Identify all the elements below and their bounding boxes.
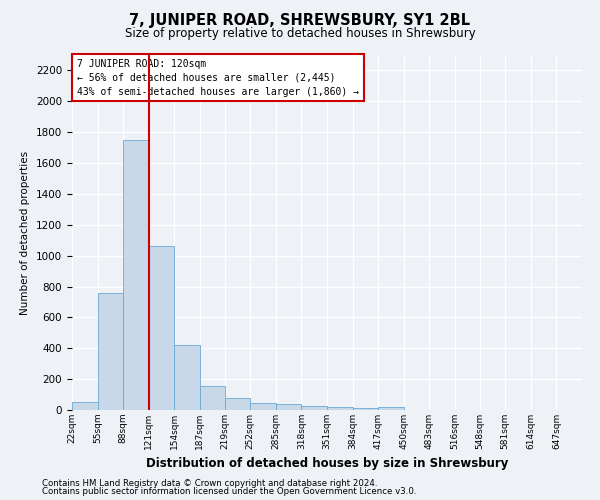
X-axis label: Distribution of detached houses by size in Shrewsbury: Distribution of detached houses by size … xyxy=(146,458,508,470)
Bar xyxy=(250,403,276,410)
Bar xyxy=(123,140,149,410)
Y-axis label: Number of detached properties: Number of detached properties xyxy=(20,150,31,314)
Text: 7, JUNIPER ROAD, SHREWSBURY, SY1 2BL: 7, JUNIPER ROAD, SHREWSBURY, SY1 2BL xyxy=(130,12,470,28)
Bar xyxy=(175,345,200,410)
Bar xyxy=(327,407,353,410)
Text: Size of property relative to detached houses in Shrewsbury: Size of property relative to detached ho… xyxy=(125,28,475,40)
Text: 7 JUNIPER ROAD: 120sqm
← 56% of detached houses are smaller (2,445)
43% of semi-: 7 JUNIPER ROAD: 120sqm ← 56% of detached… xyxy=(77,58,359,96)
Bar xyxy=(301,406,327,410)
Text: Contains public sector information licensed under the Open Government Licence v3: Contains public sector information licen… xyxy=(42,487,416,496)
Bar xyxy=(72,402,98,410)
Bar xyxy=(378,407,404,410)
Bar xyxy=(353,408,378,410)
Bar xyxy=(149,246,175,410)
Bar xyxy=(98,292,123,410)
Bar xyxy=(224,398,250,410)
Bar xyxy=(276,404,301,410)
Bar xyxy=(200,386,224,410)
Text: Contains HM Land Registry data © Crown copyright and database right 2024.: Contains HM Land Registry data © Crown c… xyxy=(42,478,377,488)
